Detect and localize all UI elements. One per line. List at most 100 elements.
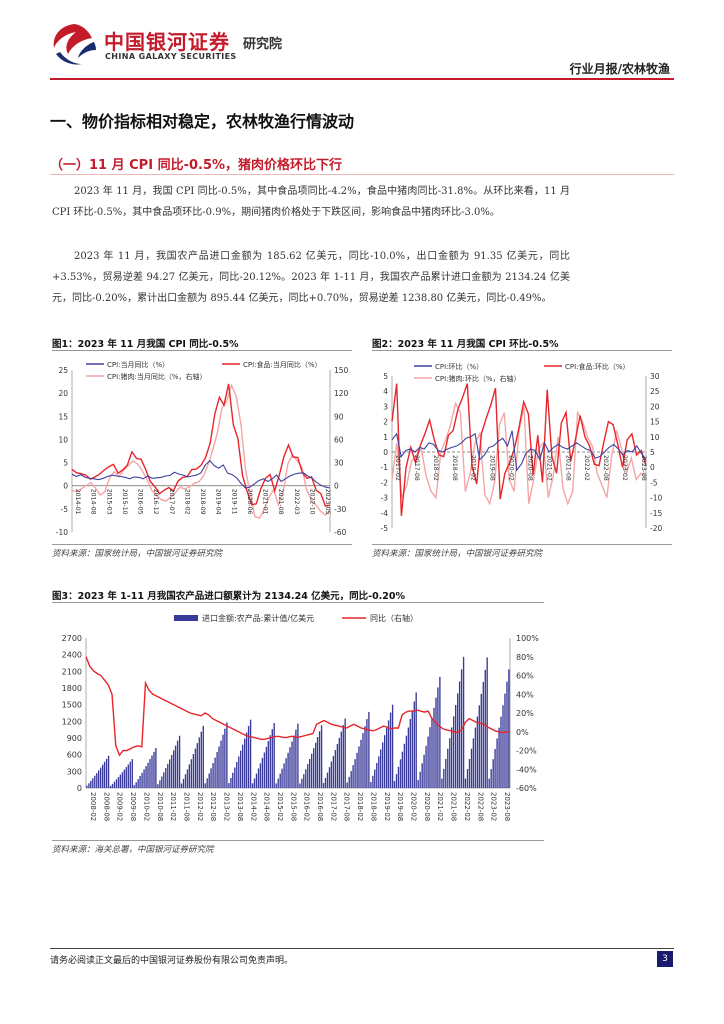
bar: [129, 761, 131, 788]
bar: [236, 762, 238, 788]
bar: [139, 776, 141, 788]
bar: [301, 778, 303, 788]
bar: [320, 725, 323, 788]
bar: [413, 701, 415, 788]
x-tick-label: 2010-08: [156, 792, 164, 821]
figure1-chart: 25 20 15 10 5 0 -5 -10 150 120 90 60 30 0 -30 -60 2014-0…: [56, 360, 349, 537]
bar: [386, 727, 388, 788]
figure2-source: 资料来源：国家统计局，中国银河证券研究院: [372, 549, 543, 559]
right-tick-label: -60: [334, 528, 346, 537]
bar: [204, 783, 206, 788]
bar: [336, 744, 339, 788]
figure3-title: 图3：2023 年 1-11 月我国农产品进口额累计为 2134.24 亿美元，…: [52, 591, 406, 602]
x-tick-label: 2023-02: [490, 792, 498, 821]
bar: [167, 763, 169, 788]
right-tick-label: -40%: [516, 765, 537, 774]
bar: [196, 743, 198, 788]
bar: [198, 737, 200, 788]
bar: [403, 743, 406, 788]
bar: [449, 738, 451, 788]
logo-institute: 研究院: [243, 37, 283, 52]
x-tick-label: 2017-08: [343, 792, 351, 821]
bar: [86, 785, 88, 788]
left-tick-label: 10: [58, 435, 68, 444]
bar: [102, 764, 104, 788]
bar: [287, 752, 289, 788]
bar: [348, 776, 350, 788]
bar: [399, 759, 402, 788]
bar: [143, 769, 145, 788]
right-tick-label: 60: [334, 435, 344, 444]
bar: [96, 773, 98, 788]
bar: [208, 773, 210, 788]
subsection-heading: （一）11 月 CPI 同比-0.5%，猪肉价格环比下行: [50, 158, 343, 173]
bar: [240, 750, 242, 788]
x-tick-label: 2022-08: [602, 455, 609, 481]
figure3-chart: 2700 2400 2100 1800 1500 1200 900 600 300 0 100% 80…: [62, 613, 540, 821]
bar: [202, 725, 204, 788]
x-tick-label: 2017-02: [329, 792, 337, 821]
right-tick-label: 90: [334, 412, 344, 421]
right-tick-label: -20: [650, 524, 662, 533]
x-tick-label: 2020-02: [508, 455, 515, 481]
x-tick-label: 2018-08: [451, 455, 458, 481]
bar: [174, 745, 177, 788]
left-tick-label: 300: [67, 767, 82, 776]
bar: [103, 761, 106, 788]
x-tick-label: 2014-01: [74, 489, 81, 515]
bar: [376, 763, 378, 788]
bar: [303, 774, 305, 788]
bar: [180, 783, 183, 788]
x-tick-label: 2016-05: [137, 489, 144, 515]
bar: [265, 746, 268, 788]
bar: [100, 767, 102, 788]
x-tick-label: 2013-08: [236, 792, 244, 821]
bar: [435, 697, 437, 788]
x-tick-label: 2021-02: [545, 455, 552, 481]
left-tick-label: 2100: [62, 667, 82, 676]
bar: [431, 717, 433, 788]
left-tick-label: 600: [67, 751, 82, 760]
x-tick-label: 2011-08: [182, 792, 190, 821]
x-tick-label: 2016-08: [316, 792, 324, 821]
bar: [259, 763, 262, 788]
left-tick-label: -4: [381, 509, 389, 518]
right-tick-label: -60%: [516, 784, 537, 793]
bar: [257, 768, 260, 788]
bar: [415, 692, 417, 788]
section-heading: 一、物价指标相对稳定，农林牧渔行情波动: [50, 112, 355, 131]
left-tick-label: 2700: [62, 634, 82, 643]
bar: [279, 773, 281, 788]
right-tick-label: 100%: [516, 634, 539, 643]
left-tick-label: 5: [383, 372, 388, 381]
bar: [468, 759, 471, 788]
bar: [421, 763, 423, 788]
bar: [384, 735, 386, 788]
x-tick-label: 2018-02: [183, 489, 190, 515]
left-tick-label: 2400: [62, 651, 82, 660]
bar: [478, 705, 480, 788]
x-tick-label: 2020-02: [410, 792, 418, 821]
x-tick-label: 2008-08: [102, 792, 110, 821]
bar: [149, 759, 151, 788]
bar: [269, 735, 271, 788]
right-tick-label: 30: [334, 459, 344, 468]
bar: [137, 779, 139, 788]
x-tick-label: 2017-07: [168, 489, 175, 515]
x-tick-label: 2014-02: [249, 792, 257, 821]
bar: [153, 751, 155, 788]
bar: [88, 783, 90, 788]
bar: [226, 722, 228, 788]
bar: [194, 748, 197, 788]
bar: [117, 777, 120, 788]
x-tick-label: 2020-06: [246, 489, 253, 515]
figure1-source: 资料来源：国家统计局，中国银河证券研究院: [52, 549, 223, 559]
x-tick-label: 2015-03: [105, 489, 112, 515]
footer-divider: [50, 948, 674, 949]
x-tick-label: 2021-08: [450, 792, 458, 821]
bar: [358, 746, 360, 788]
bar: [232, 772, 234, 788]
x-tick-label: 2019-04: [215, 489, 222, 515]
bar: [305, 769, 307, 788]
bar: [407, 727, 410, 788]
